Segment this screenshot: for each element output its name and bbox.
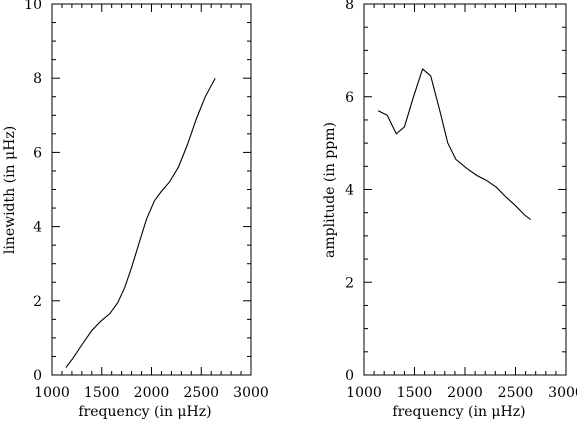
- amplitude-series-line: [377, 67, 531, 221]
- x-tick-label: 2000: [134, 385, 170, 401]
- y-tick-label: 2: [345, 275, 354, 291]
- x-tick-label: 2500: [183, 385, 219, 401]
- plot-frame: [51, 3, 252, 376]
- x-tick-label: 3000: [548, 385, 577, 401]
- y-tick-label: 6: [33, 145, 42, 161]
- y-tick-label: 8: [33, 71, 42, 87]
- y-axis-title: amplitude (in ppm): [322, 122, 338, 258]
- x-tick-label: 3000: [233, 385, 269, 401]
- y-tick-label: 6: [345, 90, 354, 106]
- y-tick-label: 0: [345, 368, 354, 384]
- y-tick-label: 10: [24, 0, 42, 13]
- x-tick-label: 1000: [34, 385, 70, 401]
- x-tick-label: 1500: [397, 385, 433, 401]
- y-tick-label: 4: [345, 183, 354, 199]
- y-tick-label: 2: [33, 294, 42, 310]
- x-tick-label: 2000: [447, 385, 483, 401]
- plot-frame: [363, 3, 567, 376]
- x-axis-title: frequency (in μHz): [78, 404, 211, 420]
- tick-labels: 1000 1500 2000 2500 3000 0 2 4 6 8 10: [24, 0, 269, 401]
- linewidth-chart: 1000 1500 2000 2500 3000 0 2 4 6 8 10 frequency (i…: [2, 0, 269, 420]
- x-tick-label: 1000: [346, 385, 382, 401]
- amplitude-chart: 1000 1500 2000 2500 3000 0 2 4 6 8 frequency (in …: [322, 0, 577, 420]
- y-axis-title: linewidth (in μHz): [2, 126, 18, 254]
- x-tick-label: 1500: [84, 385, 120, 401]
- x-axis-title: frequency (in μHz): [392, 404, 525, 420]
- tick-marks: [363, 3, 567, 376]
- y-tick-label: 8: [345, 0, 354, 13]
- tick-labels: 1000 1500 2000 2500 3000 0 2 4 6 8: [345, 0, 577, 401]
- y-tick-label: 0: [33, 368, 42, 384]
- x-tick-label: 2500: [498, 385, 534, 401]
- tick-marks: [51, 3, 252, 376]
- y-tick-label: 4: [33, 220, 42, 236]
- linewidth-series-line: [65, 77, 216, 368]
